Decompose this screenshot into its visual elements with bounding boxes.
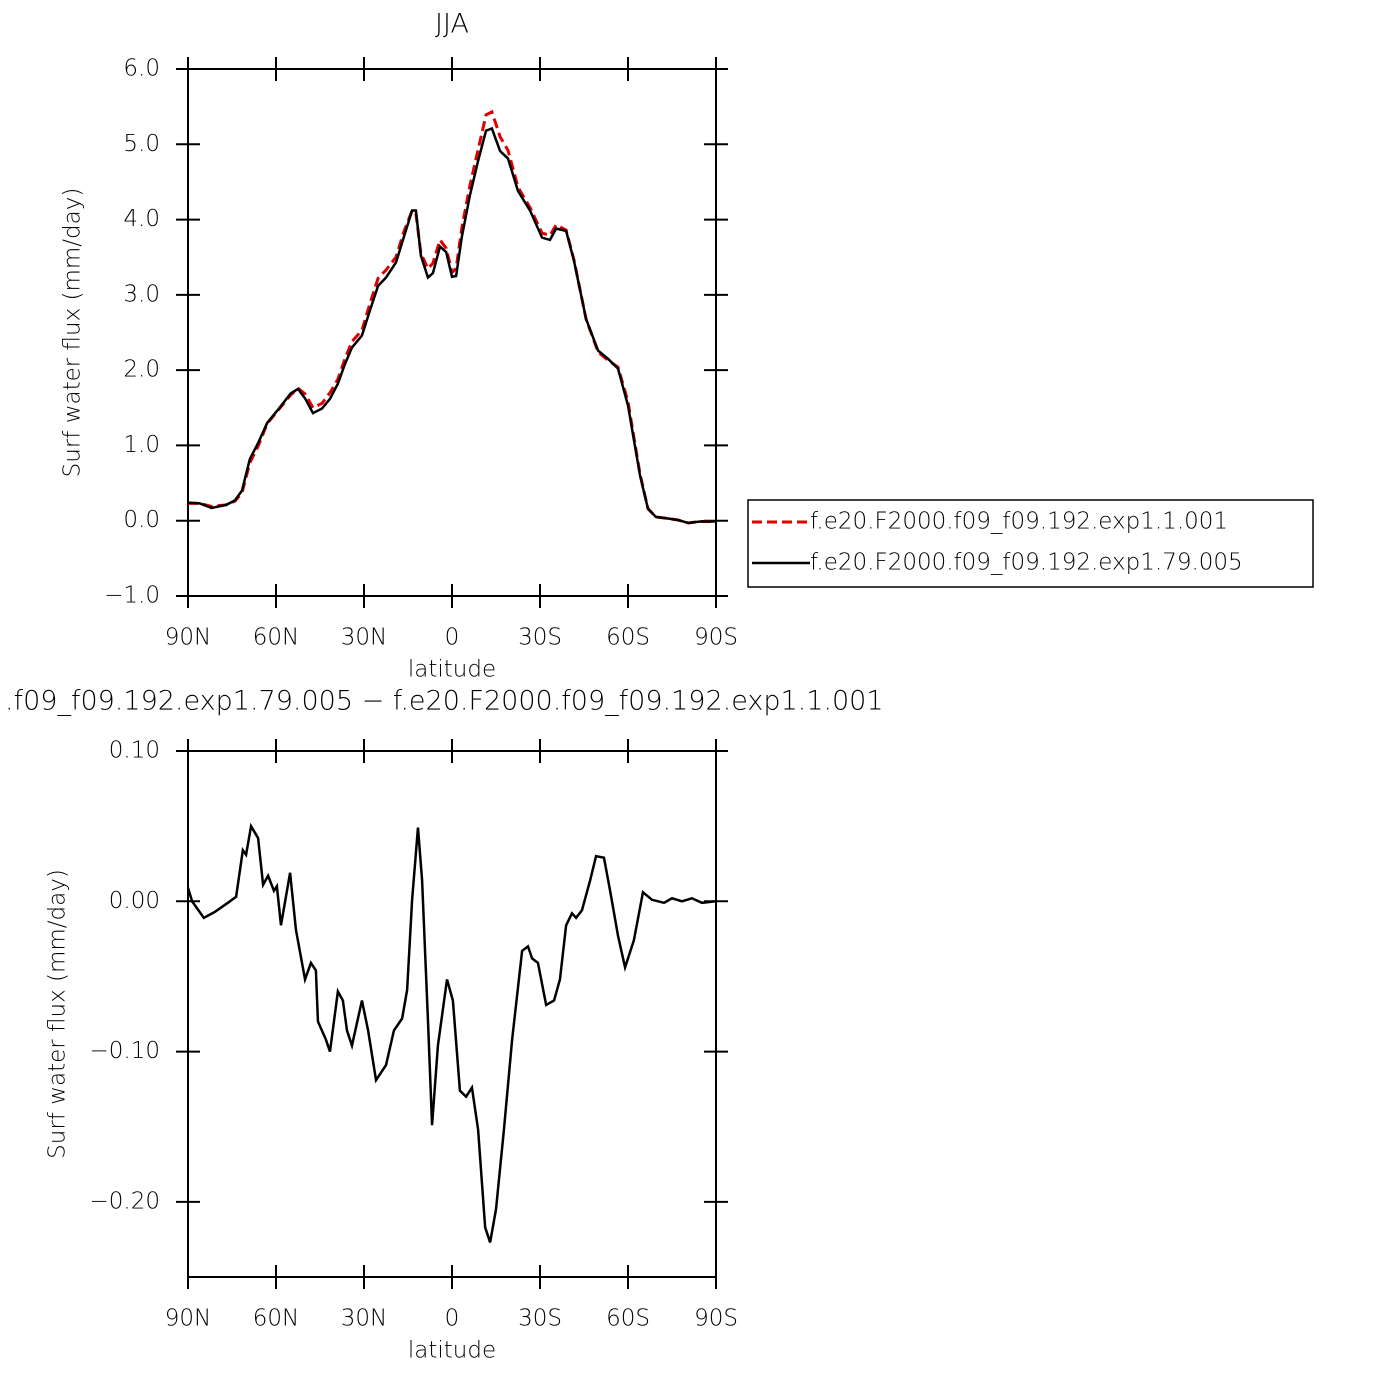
x-tick-label: 30N bbox=[341, 625, 387, 651]
chart-title: .f09_f09.192.exp1.79.005 − f.e20.F2000.f… bbox=[5, 686, 884, 717]
x-tick-label: 60S bbox=[606, 625, 650, 651]
x-tick-label: 30N bbox=[341, 1306, 387, 1332]
data-line bbox=[186, 822, 717, 1243]
x-tick-label: 90S bbox=[694, 625, 738, 651]
legend-label: f.e20.F2000.f09_f09.192.exp1.1.001 bbox=[810, 509, 1228, 535]
legend-label: f.e20.F2000.f09_f09.192.exp1.79.005 bbox=[810, 550, 1243, 576]
x-tick-label: 30S bbox=[518, 625, 562, 651]
y-axis-label: Surf water flux (mm/day) bbox=[60, 188, 86, 478]
y-tick-label: 2.0 bbox=[123, 357, 160, 383]
legend-box bbox=[747, 499, 1314, 588]
y-tick-label: 5.0 bbox=[123, 131, 160, 157]
x-tick-label: 90N bbox=[165, 1306, 211, 1332]
data-line bbox=[187, 126, 716, 525]
y-tick-label: 0.10 bbox=[109, 738, 160, 764]
y-tick-label: 6.0 bbox=[123, 56, 160, 82]
x-tick-label: 60N bbox=[253, 1306, 299, 1332]
x-tick-label: 0 bbox=[445, 1306, 460, 1332]
plot-frame bbox=[187, 750, 717, 1278]
x-tick-label: 0 bbox=[445, 625, 460, 651]
plot-frame bbox=[187, 68, 717, 597]
y-tick-label: −0.10 bbox=[90, 1038, 160, 1064]
chart-title: JJA bbox=[435, 9, 469, 40]
x-axis-label: latitude bbox=[408, 1338, 496, 1364]
x-tick-label: 90N bbox=[165, 625, 211, 651]
y-tick-label: 4.0 bbox=[123, 206, 160, 232]
y-tick-label: 1.0 bbox=[123, 432, 160, 458]
y-tick-label: −1.0 bbox=[104, 583, 160, 609]
y-tick-label: 0.0 bbox=[123, 507, 160, 533]
y-axis-label: Surf water flux (mm/day) bbox=[45, 869, 71, 1159]
legend: f.e20.F2000.f09_f09.192.exp1.1.001 f.e20.… bbox=[747, 499, 1314, 588]
y-tick-label: 0.00 bbox=[109, 888, 160, 914]
y-tick-label: −0.20 bbox=[90, 1188, 160, 1214]
x-axis-label: latitude bbox=[408, 657, 496, 683]
x-tick-label: 60S bbox=[606, 1306, 650, 1332]
x-tick-label: 30S bbox=[518, 1306, 562, 1332]
x-tick-label: 60N bbox=[253, 625, 299, 651]
y-tick-label: 3.0 bbox=[123, 281, 160, 307]
x-tick-label: 90S bbox=[694, 1306, 738, 1332]
